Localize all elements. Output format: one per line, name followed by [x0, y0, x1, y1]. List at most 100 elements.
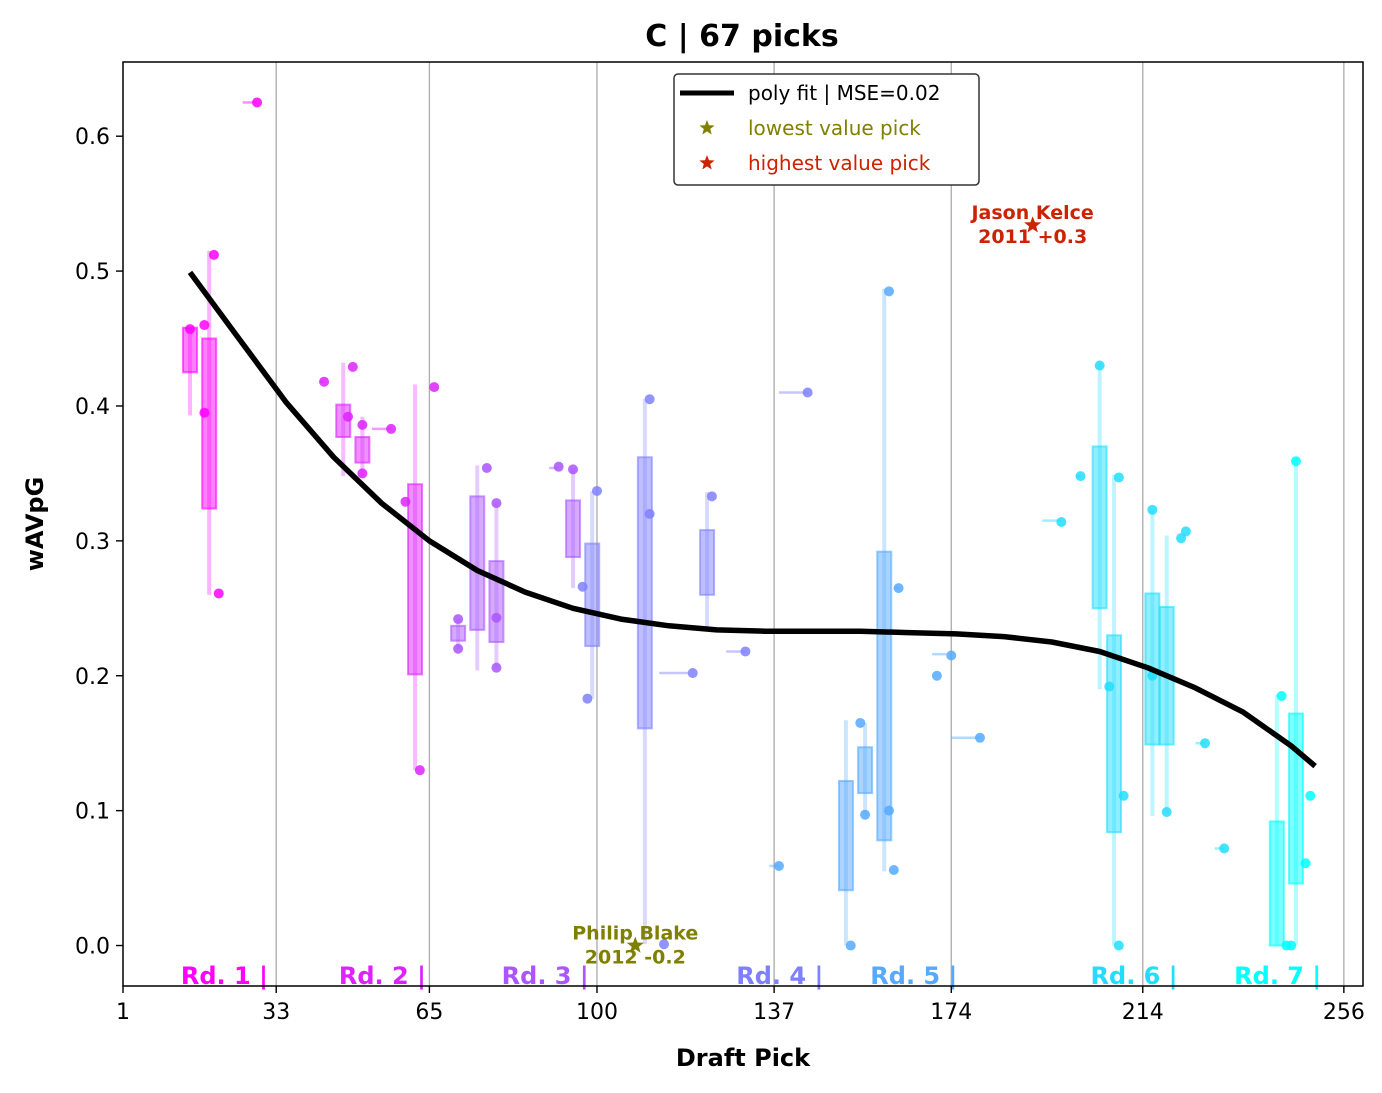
pick-point: [1276, 690, 1287, 701]
y-axis-label: wAVpG: [21, 477, 49, 572]
highest-pick-name: Jason Kelce: [969, 202, 1093, 224]
pick-point: [1147, 504, 1158, 515]
pick-point: [644, 394, 655, 405]
box-iqr: [584, 542, 601, 648]
legend-highest-label: highest value pick: [748, 151, 931, 175]
box-iqr: [1287, 712, 1304, 885]
pick-point: [481, 463, 492, 474]
x-tick-label: 1: [116, 1000, 130, 1025]
box-iqr: [488, 560, 505, 644]
round-grid-lines: [275, 62, 1345, 986]
pick-point: [1180, 526, 1191, 537]
box-iqr: [565, 499, 582, 559]
pick-point: [888, 864, 899, 875]
pick-point: [1290, 456, 1301, 467]
lowest-pick-detail: 2012 -0.2: [585, 947, 686, 969]
box-iqr: [876, 550, 893, 842]
pick-point: [1094, 360, 1105, 371]
pick-point: [319, 376, 330, 387]
y-tick-label: 0.3: [75, 530, 110, 555]
box-iqr: [837, 779, 854, 892]
pick-point: [860, 809, 871, 820]
pick-point: [213, 588, 224, 599]
x-tick-label: 174: [930, 1000, 972, 1025]
pick-point: [1161, 806, 1172, 817]
box-iqr: [201, 337, 218, 510]
pick-point: [884, 286, 895, 297]
box-iqr: [354, 435, 371, 464]
chart-title: C | 67 picks: [645, 19, 838, 54]
pick-point: [453, 614, 464, 625]
box-iqr: [469, 495, 486, 631]
x-tick-label: 33: [262, 1000, 290, 1025]
pick-point: [802, 387, 813, 398]
pick-point: [773, 860, 784, 871]
box-iqr: [1106, 634, 1123, 834]
lowest-pick-name: Philip Blake: [572, 923, 698, 945]
pick-point: [491, 612, 502, 623]
x-tick-label: 214: [1122, 1000, 1164, 1025]
pick-point: [491, 662, 502, 673]
pick-point: [568, 464, 579, 475]
pick-annotations: Jason Kelce 2011 +0.3 Philip Blake 2012 …: [572, 202, 1094, 968]
highest-pick-star-icon: [1024, 216, 1042, 233]
y-tick-label: 0.1: [75, 800, 110, 825]
pick-point: [1075, 471, 1086, 482]
x-tick-label: 137: [753, 1000, 795, 1025]
y-tick-label: 0.6: [75, 125, 110, 150]
pick-point: [252, 97, 263, 108]
plot-frame: [122, 61, 1364, 987]
pick-point: [386, 423, 397, 434]
x-tick-label: 100: [576, 1000, 618, 1025]
pick-point: [453, 643, 464, 654]
y-tick-label: 0.4: [75, 395, 110, 420]
x-axis-label: Draft Pick: [676, 1044, 811, 1072]
pick-boxes: [182, 101, 1304, 947]
pick-point: [884, 805, 895, 816]
legend-highest-star-icon: [699, 155, 715, 170]
pick-point: [931, 670, 942, 681]
box-iqr: [636, 456, 653, 730]
pick-point: [1104, 681, 1115, 692]
pick-point: [357, 468, 368, 479]
box-iqr: [182, 326, 199, 374]
poly-fit-curve: [187, 270, 1317, 769]
pick-point: [740, 646, 751, 657]
pick-point: [893, 583, 904, 594]
pick-point: [199, 320, 210, 331]
pick-point: [1286, 940, 1297, 951]
pick-point: [414, 765, 425, 776]
pick-point: [1113, 472, 1124, 483]
x-axis-ticks: 1 33 65 100 137 174 214 256: [116, 986, 1365, 1025]
pick-point: [491, 498, 502, 509]
legend-lowest-star-icon: [699, 120, 715, 135]
pick-point: [199, 407, 210, 418]
pick-point: [347, 361, 358, 372]
pick-point: [1300, 858, 1311, 869]
pick-point: [1219, 843, 1230, 854]
pick-point: [577, 581, 588, 592]
pick-point: [208, 249, 219, 260]
pick-points: [185, 97, 1316, 951]
pick-point: [400, 496, 411, 507]
y-tick-label: 0.5: [75, 260, 110, 285]
x-tick-label: 256: [1323, 1000, 1365, 1025]
pick-point: [845, 940, 856, 951]
pick-point: [357, 419, 368, 430]
pick-point: [855, 717, 866, 728]
highest-pick-detail: 2011 +0.3: [978, 226, 1087, 248]
legend: poly fit | MSE=0.02 lowest value pick hi…: [673, 73, 980, 186]
legend-lowest-label: lowest value pick: [748, 116, 921, 140]
pick-point: [429, 382, 440, 393]
lowest-pick-star-icon: [626, 936, 644, 953]
pick-point: [1200, 738, 1211, 749]
pick-point: [946, 650, 957, 661]
pick-point: [582, 693, 593, 704]
legend-fit-label: poly fit | MSE=0.02: [748, 81, 940, 105]
box-iqr: [699, 529, 716, 596]
pick-point: [659, 939, 670, 950]
x-tick-label: 65: [415, 1000, 443, 1025]
pick-point: [591, 485, 602, 496]
y-tick-label: 0.2: [75, 665, 110, 690]
